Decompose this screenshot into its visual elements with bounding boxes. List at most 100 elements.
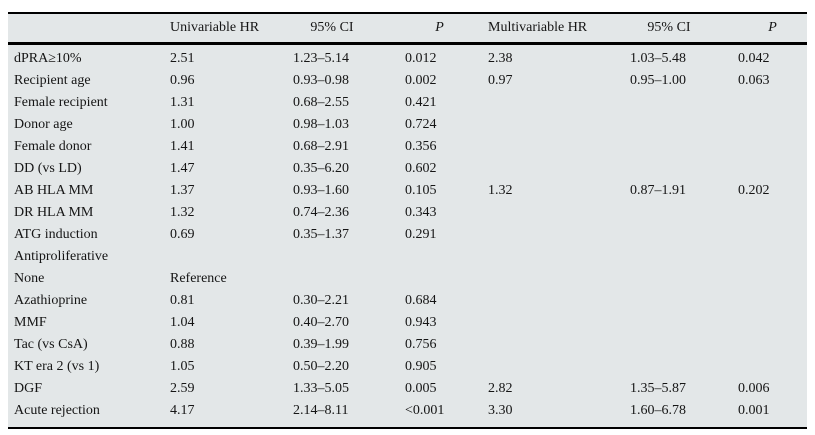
table-body: dPRA≥10% 2.51 1.23–5.14 0.012 2.38 1.03–… — [8, 44, 807, 423]
cell-univariable-p: 0.943 — [405, 315, 437, 330]
cell-multivariable-p — [738, 268, 807, 290]
cell-univariable-ci — [293, 268, 405, 290]
cell-multivariable-ci — [630, 158, 738, 180]
cell-univariable-p — [405, 246, 488, 268]
table-row: KT era 2 (vs 1) 1.05 0.50–2.20 0.905 — [8, 356, 807, 378]
cell-multivariable-hr — [488, 268, 630, 290]
cell-multivariable-p: 0.006 — [738, 381, 770, 396]
cell-univariable-p: 0.002 — [405, 73, 437, 88]
cell-univariable-hr: 0.96 — [170, 73, 195, 88]
cell-multivariable-p — [738, 224, 807, 246]
cell-variable-label: Acute rejection — [14, 403, 100, 418]
cell-multivariable-ci — [630, 246, 738, 268]
cell-variable-label: Tac (vs CsA) — [14, 337, 88, 352]
cell-univariable-ci: 0.40–2.70 — [293, 315, 349, 330]
cell-multivariable-hr: 2.82 — [488, 381, 513, 396]
cell-multivariable-ci — [630, 268, 738, 290]
cell-variable-label: dPRA≥10% — [14, 51, 82, 66]
cell-univariable-ci — [293, 246, 405, 268]
cell-variable-label: Recipient age — [14, 73, 91, 88]
cell-univariable-ci: 0.68–2.55 — [293, 95, 349, 110]
cell-univariable-ci: 0.39–1.99 — [293, 337, 349, 352]
table-row: Recipient age 0.96 0.93–0.98 0.002 0.97 … — [8, 70, 807, 92]
cell-univariable-ci: 2.14–8.11 — [293, 403, 349, 418]
cell-univariable-hr: 1.04 — [170, 315, 195, 330]
cell-variable-label: Antiproliferative — [14, 249, 109, 264]
cell-univariable-hr: 0.81 — [170, 293, 195, 308]
table-row: Female donor 1.41 0.68–2.91 0.356 — [8, 136, 807, 158]
cell-univariable-ci: 0.68–2.91 — [293, 139, 349, 154]
cell-univariable-hr: 4.17 — [170, 403, 195, 418]
cell-univariable-p: 0.602 — [405, 161, 437, 176]
cell-multivariable-ci — [630, 290, 738, 312]
cell-variable-label: Azathioprine — [14, 293, 88, 308]
cell-univariable-hr: 1.31 — [170, 95, 195, 110]
header-univariable-p: P — [405, 14, 488, 45]
regression-results-table: Univariable HR 95% CI P Multivariable HR… — [8, 12, 807, 429]
table-row: DD (vs LD) 1.47 0.35–6.20 0.602 — [8, 158, 807, 180]
cell-multivariable-ci: 0.87–1.91 — [630, 183, 686, 198]
cell-univariable-hr — [170, 246, 293, 268]
table-row: MMF 1.04 0.40–2.70 0.943 — [8, 312, 807, 334]
cell-multivariable-p — [738, 136, 807, 158]
cell-multivariable-hr: 1.32 — [488, 183, 513, 198]
cell-univariable-hr: 0.69 — [170, 227, 195, 242]
table-row: Acute rejection 4.17 2.14–8.11 <0.001 3.… — [8, 400, 807, 422]
cell-multivariable-p — [738, 312, 807, 334]
cell-univariable-hr: 0.88 — [170, 337, 195, 352]
cell-univariable-p: 0.905 — [405, 359, 437, 374]
cell-univariable-ci: 0.93–0.98 — [293, 73, 349, 88]
cell-multivariable-p — [738, 158, 807, 180]
cell-multivariable-p — [738, 92, 807, 114]
cell-multivariable-p — [738, 202, 807, 224]
cell-multivariable-p: 0.001 — [738, 403, 770, 418]
table-row: DGF 2.59 1.33–5.05 0.005 2.82 1.35–5.87 … — [8, 378, 807, 400]
table-row: ATG induction 0.69 0.35–1.37 0.291 — [8, 224, 807, 246]
table-row: None Reference — [8, 268, 807, 290]
cell-multivariable-hr — [488, 92, 630, 114]
cell-univariable-ci: 1.33–5.05 — [293, 381, 349, 396]
cell-univariable-ci: 0.93–1.60 — [293, 183, 349, 198]
cell-multivariable-ci: 1.03–5.48 — [630, 51, 686, 66]
cell-univariable-ci: 0.50–2.20 — [293, 359, 349, 374]
cell-multivariable-ci — [630, 224, 738, 246]
cell-multivariable-ci — [630, 312, 738, 334]
cell-univariable-p: 0.356 — [405, 139, 437, 154]
cell-univariable-hr: 2.59 — [170, 381, 195, 396]
cell-univariable-ci: 0.30–2.21 — [293, 293, 349, 308]
cell-multivariable-hr — [488, 136, 630, 158]
cell-univariable-p: 0.724 — [405, 117, 437, 132]
cell-univariable-p: 0.012 — [405, 51, 437, 66]
cell-multivariable-p — [738, 246, 807, 268]
table-header-row: Univariable HR 95% CI P Multivariable HR… — [8, 14, 807, 45]
cell-variable-label: KT era 2 (vs 1) — [14, 359, 100, 374]
table-row: Tac (vs CsA) 0.88 0.39–1.99 0.756 — [8, 334, 807, 356]
cell-multivariable-ci — [630, 92, 738, 114]
cell-univariable-hr: 1.41 — [170, 139, 195, 154]
table-row: dPRA≥10% 2.51 1.23–5.14 0.012 2.38 1.03–… — [8, 44, 807, 71]
cell-multivariable-hr — [488, 246, 630, 268]
cell-variable-label: DGF — [14, 381, 43, 396]
cell-univariable-hr: Reference — [170, 271, 227, 286]
cell-multivariable-ci — [630, 334, 738, 356]
cell-variable-label: None — [14, 271, 45, 286]
cell-multivariable-hr — [488, 114, 630, 136]
cell-variable-label: MMF — [14, 315, 47, 330]
header-univariable-ci: 95% CI — [293, 14, 405, 45]
cell-univariable-p: <0.001 — [405, 403, 445, 418]
cell-univariable-hr: 1.37 — [170, 183, 195, 198]
cell-variable-label: Female recipient — [14, 95, 108, 110]
cell-univariable-ci: 0.35–6.20 — [293, 161, 349, 176]
cell-multivariable-ci — [630, 202, 738, 224]
cell-univariable-hr: 1.47 — [170, 161, 195, 176]
cell-multivariable-ci — [630, 114, 738, 136]
cell-univariable-ci: 0.98–1.03 — [293, 117, 349, 132]
cell-multivariable-hr — [488, 158, 630, 180]
header-multivariable-ci: 95% CI — [630, 14, 738, 45]
cell-variable-label: Female donor — [14, 139, 92, 154]
cell-univariable-hr: 2.51 — [170, 51, 195, 66]
cell-univariable-p — [405, 268, 488, 290]
cell-multivariable-p: 0.202 — [738, 183, 770, 198]
cell-univariable-p: 0.291 — [405, 227, 437, 242]
table-row: Azathioprine 0.81 0.30–2.21 0.684 — [8, 290, 807, 312]
